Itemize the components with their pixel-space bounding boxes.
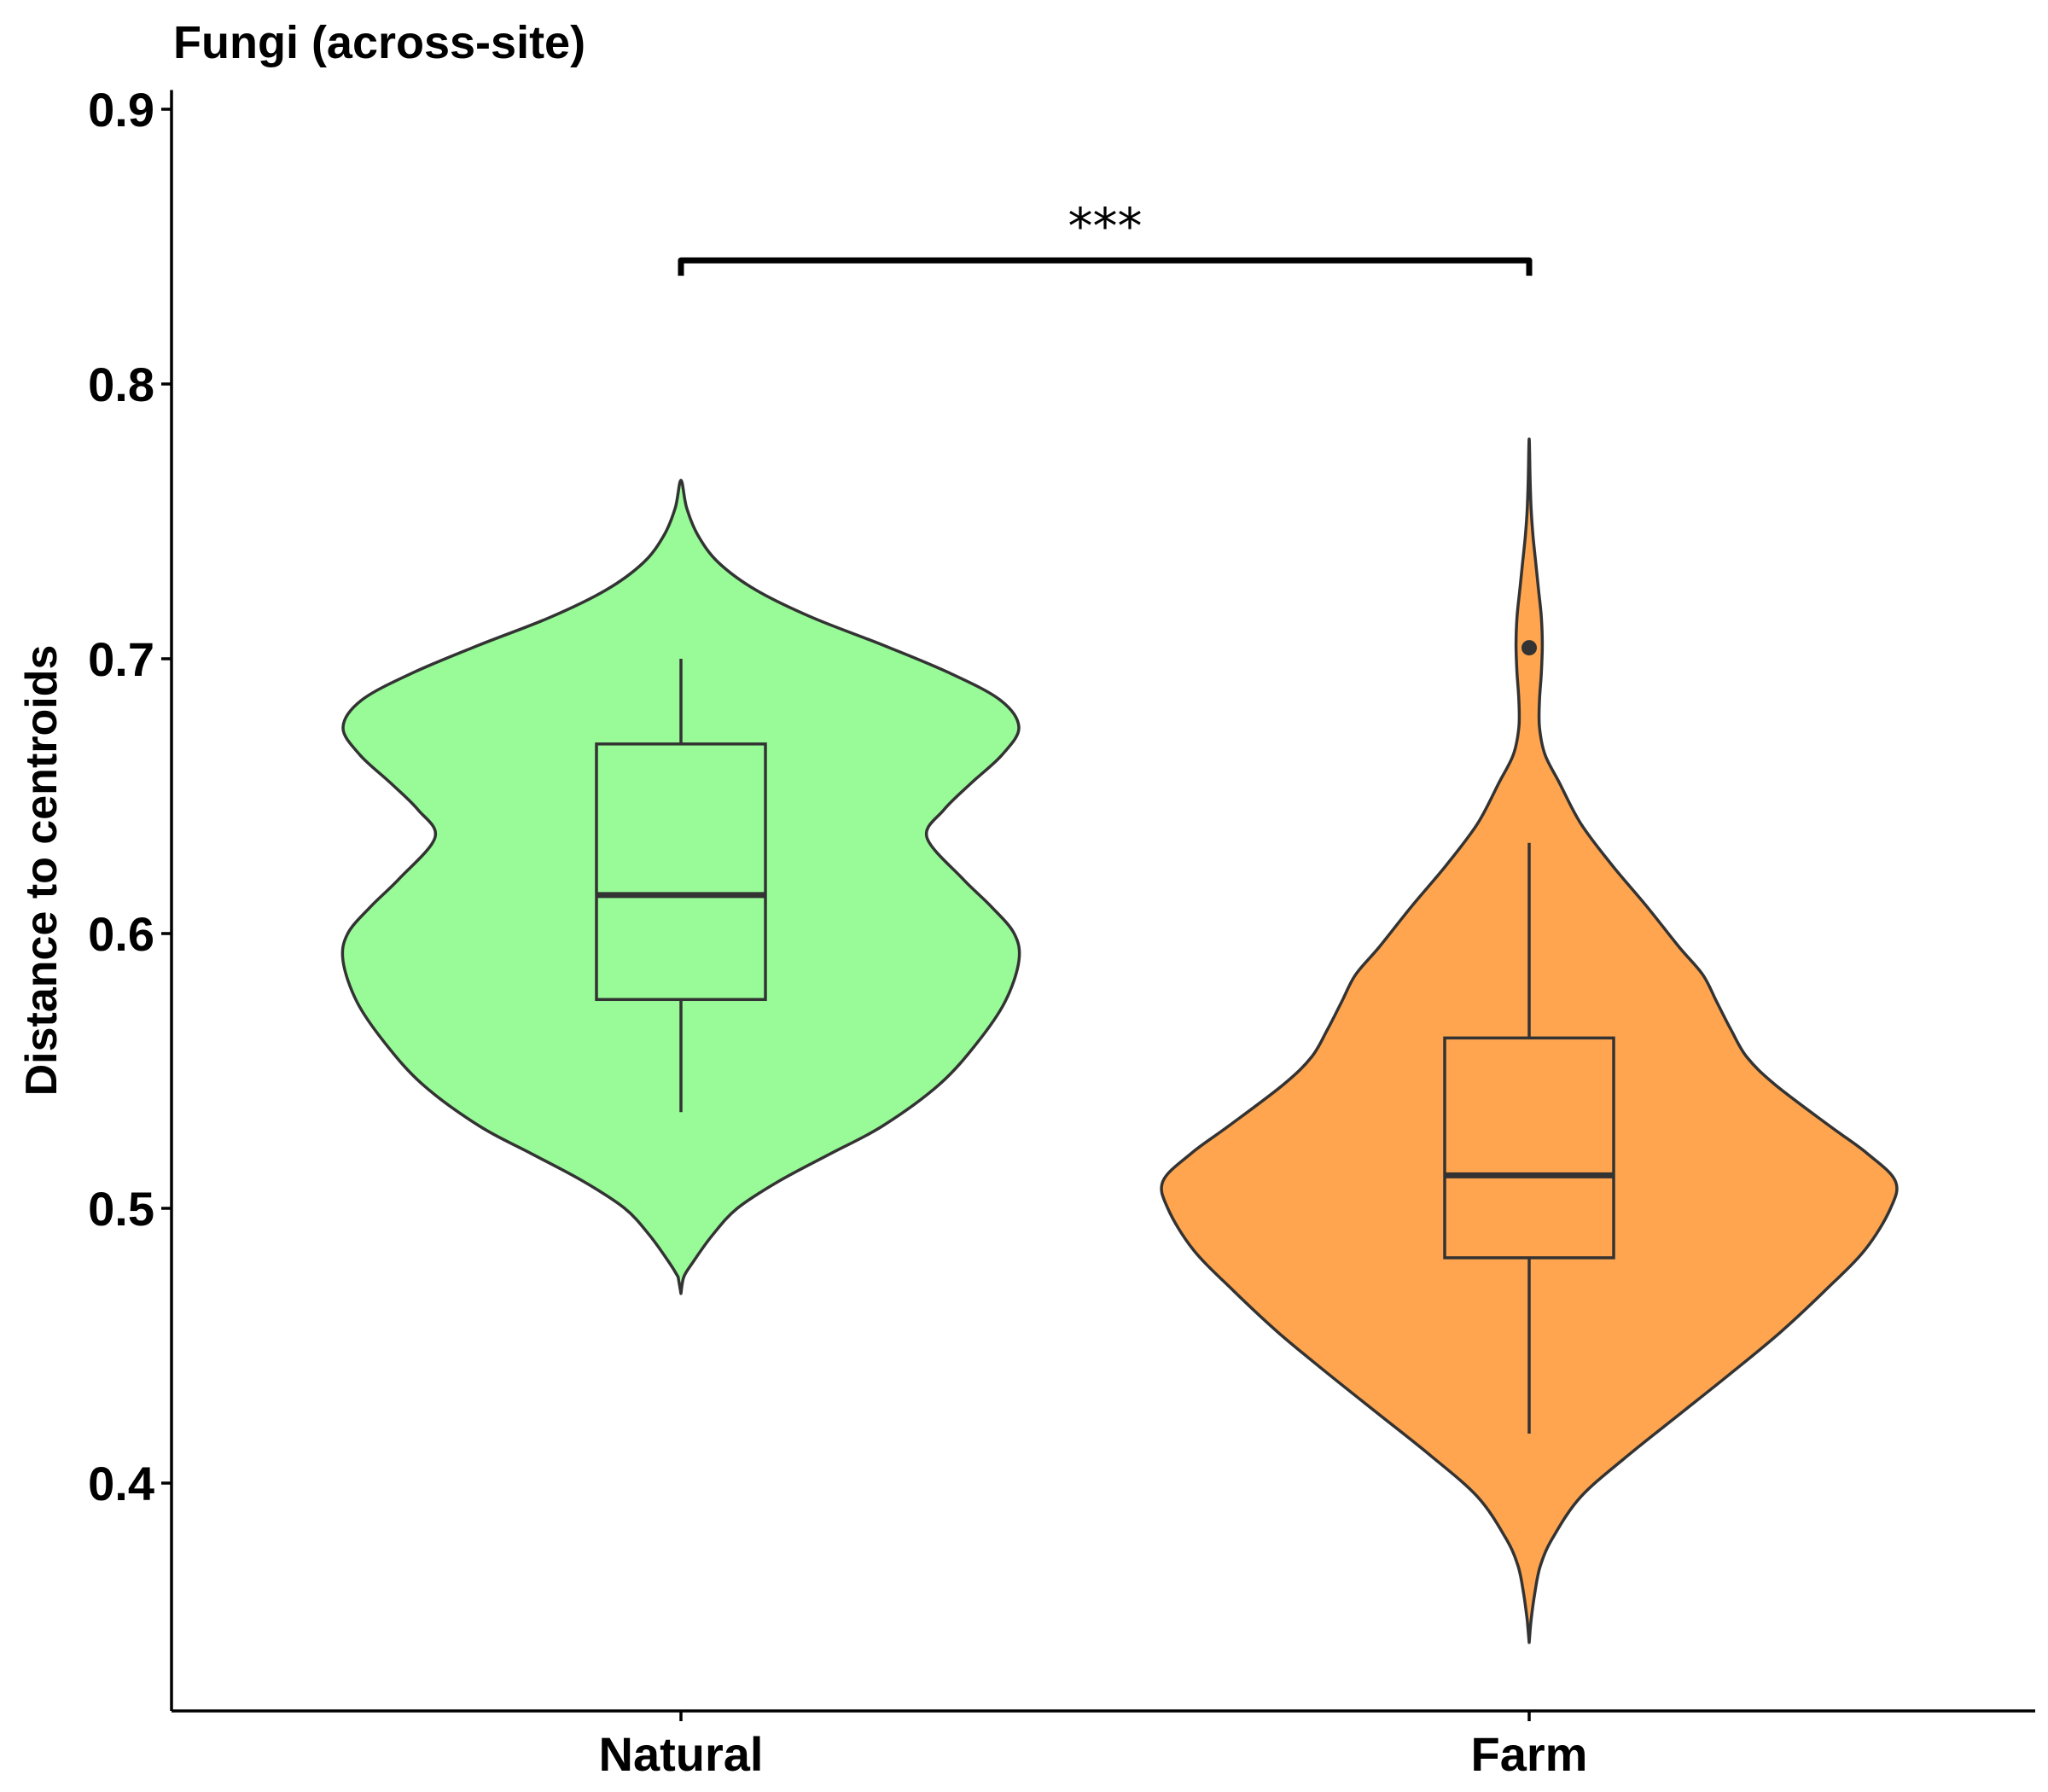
y-tick-label: 0.4 (88, 1457, 154, 1510)
significance-label: *** (1068, 197, 1143, 255)
x-tick-label: Natural (599, 1727, 764, 1781)
y-tick-label: 0.9 (88, 83, 154, 137)
boxplots (595, 640, 1615, 1434)
y-tick-label: 0.7 (88, 632, 154, 686)
y-tick-label: 0.6 (88, 907, 154, 961)
box-farm (1443, 1036, 1615, 1260)
bracket-line (678, 257, 1533, 276)
y-tick-label: 0.8 (88, 358, 154, 411)
outlier-point (1521, 640, 1537, 656)
y-axis-title: Distance to centroids (17, 645, 67, 1097)
significance-bracket: *** (678, 197, 1533, 276)
x-axis: Natural Farm (172, 1709, 2035, 1781)
box-natural (595, 742, 767, 1002)
y-tick-label: 0.5 (88, 1182, 154, 1236)
x-tick-label: Farm (1471, 1727, 1588, 1781)
violins (340, 437, 1899, 1644)
y-axis: 0.4 0.5 0.6 0.7 0.8 0.9 (88, 83, 173, 1711)
chart-title: Fungi (across-site) (173, 17, 585, 68)
